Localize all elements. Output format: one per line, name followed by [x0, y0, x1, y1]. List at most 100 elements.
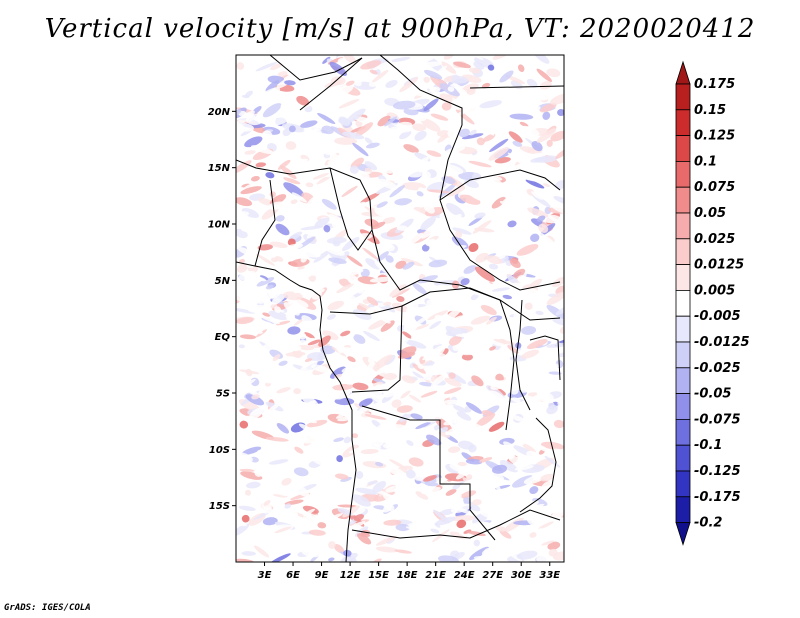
field-cell — [391, 288, 410, 298]
field-cell — [468, 242, 479, 253]
border-line — [254, 179, 276, 267]
field-cell — [360, 440, 381, 450]
field-cell — [306, 430, 324, 435]
field-cell — [405, 406, 421, 415]
field-cell — [366, 109, 378, 119]
field-cell — [488, 263, 499, 270]
field-cell — [448, 446, 461, 453]
field-cell — [502, 503, 519, 513]
field-cell — [332, 383, 354, 391]
field-cell — [372, 558, 382, 562]
field-cell — [450, 503, 471, 513]
field-cell — [260, 473, 279, 486]
field-cell — [280, 456, 302, 467]
field-cell — [382, 216, 396, 224]
field-cell — [315, 404, 330, 411]
field-cell — [488, 421, 505, 432]
colorbar-segment — [675, 83, 691, 111]
field-cell — [338, 465, 346, 471]
field-cell — [553, 419, 564, 429]
field-cell — [496, 216, 507, 225]
field-cell — [346, 274, 358, 284]
field-cell — [392, 100, 416, 110]
field-cell — [263, 418, 271, 424]
field-cell — [412, 363, 426, 374]
field-cell — [340, 330, 351, 337]
field-cell — [364, 137, 373, 145]
field-cell — [301, 385, 316, 393]
field-cell — [458, 128, 470, 138]
field-cell — [312, 172, 329, 180]
y-tick-label: 5S — [216, 389, 230, 400]
field-cell — [469, 129, 477, 136]
field-cell — [489, 480, 501, 490]
field-cell — [375, 535, 398, 546]
field-cell — [283, 302, 300, 316]
field-cell — [450, 524, 467, 537]
field-cell — [343, 436, 351, 444]
field-cell — [255, 162, 267, 168]
field-cell — [236, 317, 254, 325]
field-cell — [369, 69, 378, 75]
field-cell — [451, 515, 475, 522]
field-cell — [457, 440, 475, 450]
field-cell — [316, 264, 332, 274]
field-cell — [378, 314, 391, 324]
field-cell — [389, 459, 407, 470]
field-cell — [398, 352, 416, 359]
field-cell — [548, 548, 558, 557]
field-cell — [294, 399, 301, 405]
field-cell — [489, 346, 496, 351]
field-cell — [240, 186, 262, 195]
field-cell — [460, 490, 477, 499]
field-cell — [360, 192, 381, 204]
colorbar-label: 0.05 — [694, 206, 726, 221]
field-cell — [372, 480, 387, 493]
field-cell — [541, 441, 564, 450]
field-cell — [334, 390, 351, 400]
field-cell — [236, 62, 245, 70]
field-cell — [285, 351, 306, 357]
field-cell — [533, 55, 550, 64]
field-cell — [452, 483, 461, 490]
field-cell — [392, 143, 406, 155]
field-cell — [295, 414, 317, 424]
field-cell — [311, 290, 322, 300]
field-cell — [265, 284, 274, 290]
field-cell — [469, 325, 483, 336]
colorbar-segment — [675, 315, 691, 343]
field-cell — [499, 437, 515, 446]
field-cell — [444, 377, 462, 387]
field-cell — [280, 107, 296, 116]
field-cell — [455, 258, 465, 265]
field-cell — [421, 486, 441, 495]
x-tick-label: 15E — [368, 570, 389, 581]
field-cell — [452, 344, 460, 352]
field-cell — [284, 432, 294, 439]
field-cell — [459, 104, 478, 115]
field-cell — [312, 483, 335, 490]
field-cell — [377, 309, 399, 318]
colorbar-label: -0.1 — [694, 438, 722, 453]
field-cell — [329, 363, 343, 370]
field-cell — [494, 157, 511, 164]
field-cell — [523, 474, 546, 485]
field-cell — [499, 70, 514, 83]
field-cell — [241, 208, 260, 218]
field-cell — [337, 57, 345, 64]
field-cell — [543, 537, 551, 542]
field-cell — [327, 160, 334, 165]
field-cell — [271, 291, 287, 305]
field-cell — [406, 440, 414, 446]
field-cell — [487, 390, 506, 403]
field-cell — [316, 234, 330, 243]
country-borders — [236, 55, 564, 562]
field-cell — [492, 287, 511, 292]
field-cell — [252, 359, 274, 372]
field-cell — [435, 516, 456, 526]
colorbar-label: 0.005 — [694, 283, 735, 298]
field-cell — [448, 372, 456, 379]
field-cell — [473, 556, 490, 561]
field-cell — [352, 142, 369, 157]
field-cell — [335, 334, 355, 345]
